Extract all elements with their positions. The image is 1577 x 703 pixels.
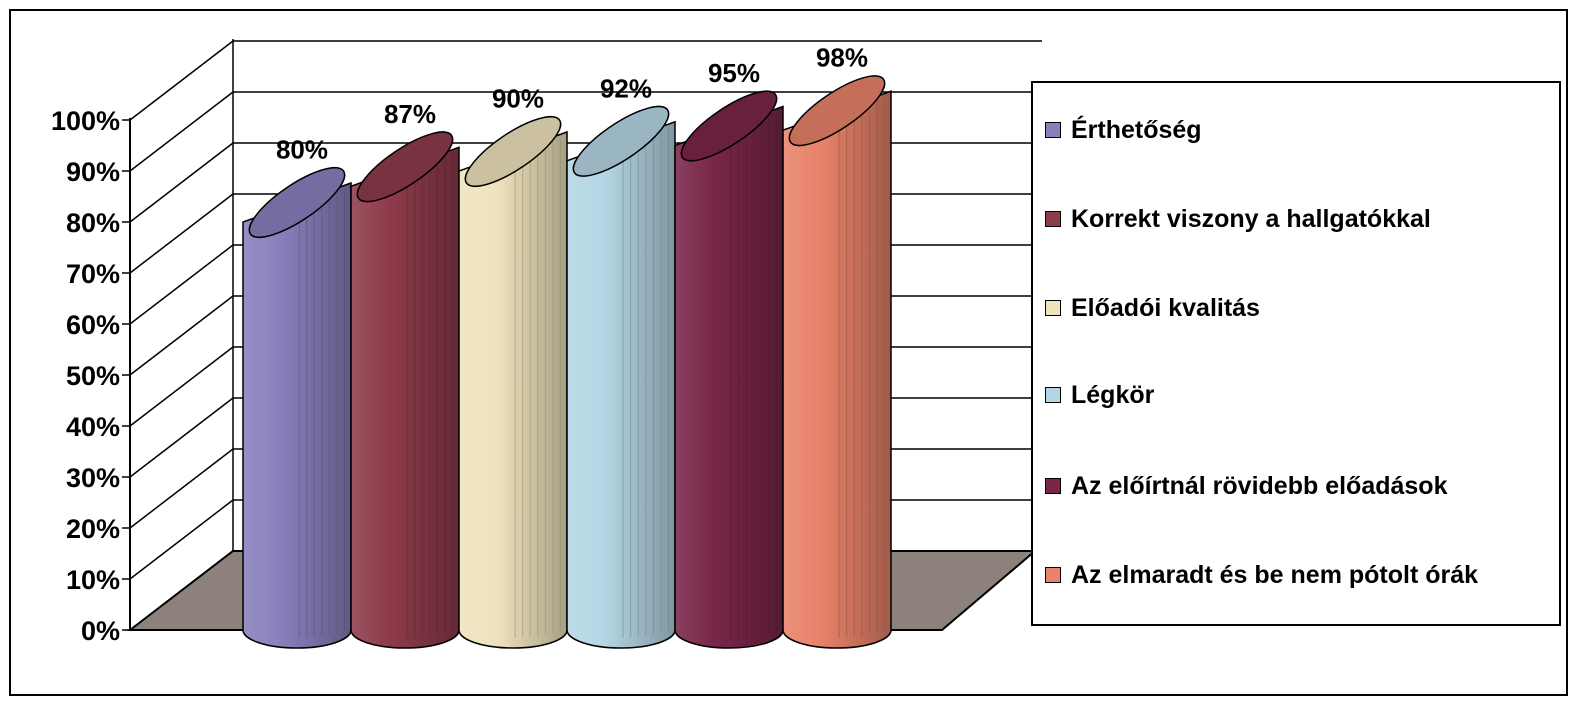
bar-top-3	[464, 115, 562, 188]
legend-swatch	[1045, 387, 1061, 403]
bar-top-5	[680, 90, 778, 162]
y-tick-label: 0%	[81, 616, 120, 646]
bar-top-2	[356, 131, 454, 203]
y-tick-label: 30%	[66, 463, 120, 493]
y-tick-label: 10%	[66, 565, 120, 595]
bar-top-1	[248, 166, 346, 239]
bar-top-4	[572, 105, 670, 177]
legend-label: Előadói kvalitás	[1071, 293, 1260, 322]
bar-6	[782, 90, 892, 649]
legend-label: Korrekt viszony a hallgatókkal	[1071, 204, 1431, 233]
y-tick-label: 100%	[51, 106, 120, 136]
y-tick-label: 70%	[66, 259, 120, 289]
legend-swatch	[1045, 300, 1061, 316]
data-label-4: 92%	[600, 73, 652, 103]
bar-4	[566, 120, 676, 649]
wall-diagonal	[129, 40, 234, 121]
legend-label: Légkör	[1071, 380, 1155, 409]
y-tick-label: 80%	[66, 208, 120, 238]
y-tick-label: 90%	[66, 157, 120, 187]
legend-item: Az előírtnál rövidebb előadások	[1045, 471, 1447, 501]
legend-label: Érthetőség	[1071, 115, 1202, 144]
chart-legend: Érthetőség Korrekt viszony a hallgatókkal…	[1031, 81, 1561, 626]
legend-item: Korrekt viszony a hallgatókkal	[1045, 204, 1431, 234]
y-tick-label: 60%	[66, 310, 120, 340]
data-label-1: 80%	[276, 135, 328, 165]
data-label-2: 87%	[384, 99, 436, 129]
wall-diagonal	[129, 295, 234, 376]
legend-swatch	[1045, 122, 1061, 138]
wall-diagonal	[129, 448, 234, 529]
wall-diagonal	[129, 397, 234, 478]
wall-diagonal	[129, 142, 234, 223]
legend-item: Érthetőség	[1045, 115, 1202, 145]
legend-item: Légkör	[1045, 380, 1154, 410]
legend-swatch	[1045, 211, 1061, 227]
bar-1	[242, 181, 352, 649]
data-label-3: 90%	[492, 84, 544, 114]
legend-item: Az elmaradt és be nem pótolt órák	[1045, 560, 1478, 590]
y-tick-label: 20%	[66, 514, 120, 544]
bar-3	[458, 130, 568, 649]
wall-diagonal	[129, 91, 234, 172]
wall-diagonal	[129, 244, 234, 325]
bar-top-6	[788, 75, 886, 147]
wall-diagonal	[129, 499, 234, 580]
legend-item: Előadói kvalitás	[1045, 293, 1260, 323]
legend-swatch	[1045, 478, 1061, 494]
wall-diagonal	[129, 346, 234, 427]
legend-label: Az elmaradt és be nem pótolt órák	[1071, 560, 1479, 589]
legend-label: Az előírtnál rövidebb előadások	[1071, 471, 1448, 500]
y-tick-label: 40%	[66, 412, 120, 442]
bar-5	[674, 105, 784, 649]
data-label-5: 95%	[708, 58, 760, 88]
legend-swatch	[1045, 567, 1061, 583]
bar-2	[350, 146, 460, 649]
data-label-6: 98%	[816, 43, 868, 73]
wall-diagonal	[129, 193, 234, 274]
wall-diagonal	[129, 550, 234, 631]
y-tick-label: 50%	[66, 361, 120, 391]
